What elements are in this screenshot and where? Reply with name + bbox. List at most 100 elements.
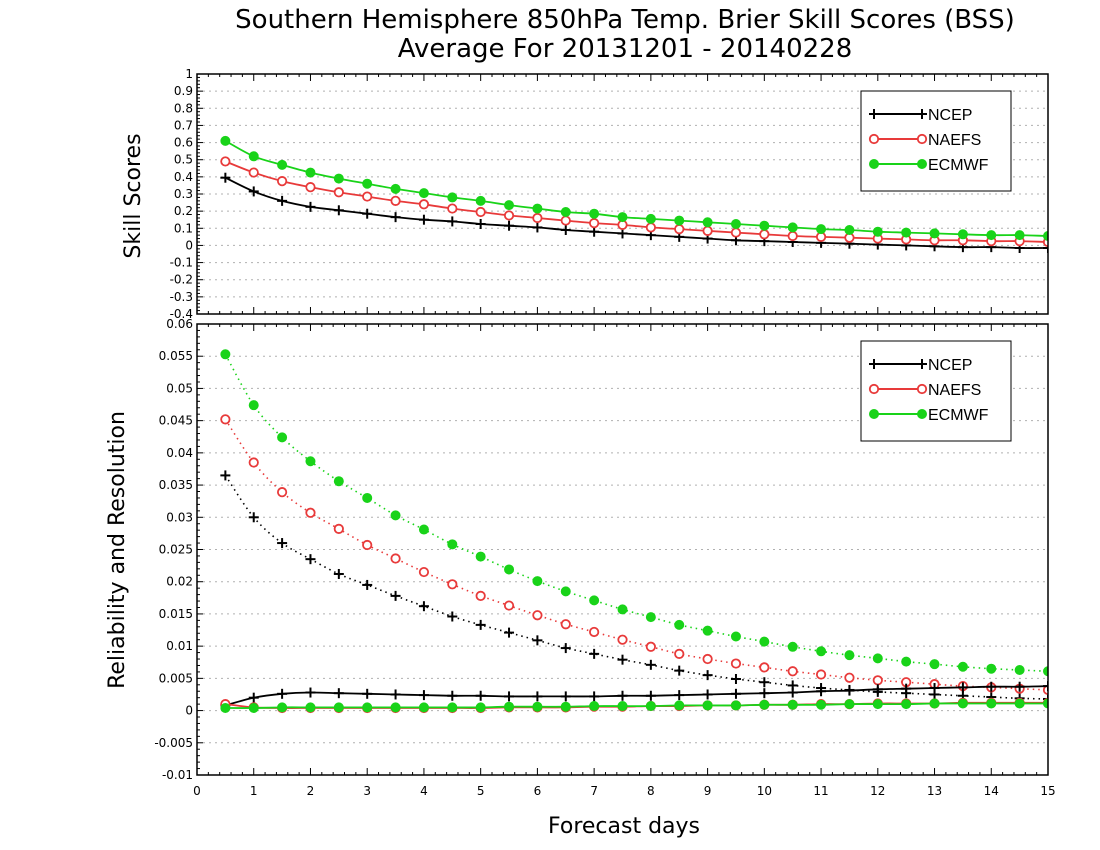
naefs-resolution-point [276, 487, 288, 498]
ecmwf-reliability-point [957, 698, 968, 709]
ecmwf-reliability-point [730, 700, 741, 711]
ncep-reliability-point [305, 687, 316, 698]
ecmwf-point [475, 195, 486, 206]
ecmwf-reliability-point [362, 702, 373, 713]
ecmwf-point [957, 229, 968, 240]
x-tick-label: 13 [927, 784, 942, 798]
ecmwf-point [1014, 230, 1025, 241]
ncep-resolution-point [702, 670, 713, 681]
ecmwf-reliability-point [220, 702, 231, 713]
naefs-point [418, 199, 430, 210]
ecmwf-point [248, 151, 259, 162]
naefs-resolution-point [815, 669, 827, 680]
y-tick-label: 1 [185, 67, 193, 81]
x-tick-label: 7 [590, 784, 598, 798]
naefs-resolution-point [248, 457, 259, 468]
ecmwf-point [872, 226, 883, 237]
legend-ecmwf-marker-left [869, 409, 879, 419]
ecmwf-point [929, 228, 940, 239]
x-axis: 0 1 2 3 4 5 6 7 8 9 10 11 12 13 14 15 [193, 324, 1056, 798]
y-tick-label: -0.1 [170, 256, 193, 270]
legend-ncep-marker-left [869, 109, 879, 119]
naefs-resolution-point [844, 672, 855, 683]
ecmwf-resolution-point [844, 650, 855, 661]
x-tick-label: 5 [477, 784, 485, 798]
ecmwf-point [560, 207, 571, 217]
naefs-resolution-point [1042, 684, 1048, 696]
ncep-reliability-point [504, 691, 515, 702]
ecmwf-point [1043, 231, 1048, 241]
ncep-point [617, 228, 628, 239]
ecmwf-point [986, 230, 997, 241]
ecmwf-point [305, 167, 316, 178]
y-tick-label: 0.025 [159, 543, 193, 557]
y-tick-label: 0 [185, 238, 193, 252]
naefs-point [447, 203, 458, 214]
ncep-resolution-point [475, 619, 486, 630]
naefs-point [305, 182, 316, 193]
ncep-resolution-point [220, 470, 231, 481]
naefs-resolution-point [674, 648, 685, 659]
ncep-reliability-point [589, 691, 600, 702]
ncep-reliability-point [560, 691, 571, 702]
y-tick-label: 0.1 [174, 221, 193, 235]
ncep-point [447, 216, 458, 227]
legend-ncep-marker-right [917, 359, 927, 369]
ncep-point [220, 172, 231, 183]
ncep-point [362, 208, 373, 219]
ecmwf-point [645, 213, 656, 224]
legend: NCEP NAEFS ECMWF [860, 90, 1012, 192]
y-tick-label: 0 [185, 704, 193, 718]
y-tick-label: 0.035 [159, 478, 193, 492]
x-tick-label: 8 [647, 784, 655, 798]
naefs-point [333, 187, 344, 198]
x-tick-label: 9 [704, 784, 712, 798]
naefs-point [730, 227, 742, 238]
ncep-resolution-point [617, 654, 628, 665]
legend-ncep-marker-right [917, 109, 927, 119]
ncep-reliability-point [475, 690, 486, 701]
ecmwf-reliability-point [418, 702, 429, 713]
ecmwf-resolution-point [1014, 664, 1025, 675]
ecmwf-resolution-point [362, 492, 373, 503]
ecmwf-resolution-point [617, 604, 628, 615]
ecmwf-reliability-point [248, 702, 259, 713]
ecmwf-point [333, 173, 344, 184]
legend-ecmwf-marker-left [869, 159, 879, 169]
ecmwf-resolution-point [589, 595, 600, 606]
ncep-reliability-point [986, 681, 997, 692]
naefs-point [674, 224, 685, 235]
ncep-resolution-point [730, 674, 741, 685]
naefs-resolution-point [220, 414, 231, 425]
ecmwf-reliability-point [333, 702, 344, 713]
y-tick-label: -0.4 [170, 307, 193, 321]
ncep-reliability-point [390, 689, 401, 700]
ncep-point [390, 212, 401, 223]
ecmwf-reliability-line [225, 702, 1048, 709]
ncep-reliability-point [277, 688, 288, 699]
naefs-resolution-line [224, 418, 1048, 691]
y-tick-label: 0.8 [174, 101, 193, 115]
ncep-resolution-point [277, 538, 288, 549]
naefs-resolution-point [560, 619, 571, 630]
ecmwf-resolution-point [702, 625, 713, 636]
ecmwf-point [759, 220, 770, 231]
ecmwf-point [674, 215, 685, 226]
ecmwf-reliability-point [1014, 698, 1025, 709]
naefs-point [532, 212, 543, 224]
naefs-resolution-point [759, 662, 770, 673]
ecmwf-resolution-point [475, 551, 486, 562]
y-tick-label: 0.045 [159, 414, 193, 428]
naefs-resolution-point [503, 600, 515, 611]
ecmwf-point [447, 192, 458, 203]
ecmwf-resolution-point [872, 653, 883, 664]
ecmwf-resolution-point [418, 524, 429, 535]
ncep-point [560, 225, 571, 235]
ecmwf-reliability-point [305, 702, 316, 713]
top-panel-y-axis-title: Skill Scores [121, 133, 146, 258]
x-axis-title: Forecast days [548, 814, 700, 839]
ecmwf-resolution-point [787, 641, 798, 652]
ncep-point [589, 226, 600, 237]
ecmwf-reliability-point [674, 700, 685, 711]
legend-ecmwf-marker-right [917, 159, 927, 169]
